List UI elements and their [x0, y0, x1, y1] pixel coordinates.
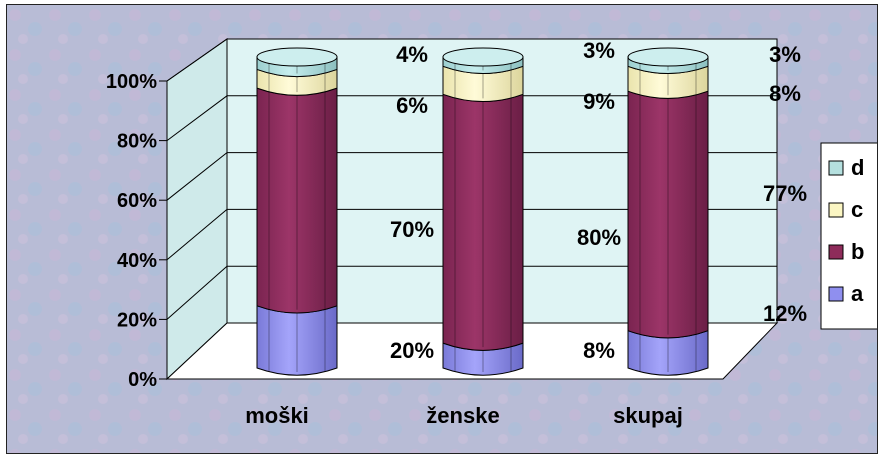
- gridline: [166, 208, 777, 261]
- data-label-c: 9%: [583, 89, 615, 114]
- gridlines: [166, 38, 777, 320]
- data-label-d: 3%: [583, 38, 615, 63]
- y-tick-label: 0%: [128, 369, 157, 391]
- bar-stack: [627, 47, 709, 376]
- bar-stack: [256, 47, 338, 376]
- legend-swatch-b: [828, 244, 844, 260]
- chart-frame: 0% 20% 40% 60% 80% 100% 20% 70% 6% 4% 8% 80% 9% 3% 12…: [6, 4, 878, 454]
- legend-swatch-c: [828, 202, 844, 218]
- bars: [256, 47, 709, 376]
- category-labels: moški ženske skupaj: [245, 403, 683, 428]
- legend-label-b: b: [851, 239, 864, 264]
- data-label-d: 3%: [769, 42, 801, 67]
- gridline: [166, 38, 777, 82]
- legend-swatch-a: [828, 286, 844, 302]
- stacked-3d-bar-chart: 0% 20% 40% 60% 80% 100% 20% 70% 6% 4% 8% 80% 9% 3% 12…: [7, 5, 877, 453]
- bar-stack: [442, 47, 524, 376]
- data-label-b: 70%: [390, 217, 434, 242]
- category-label: skupaj: [613, 403, 683, 428]
- legend-swatch-d: [828, 160, 844, 176]
- data-label-a: 8%: [583, 338, 615, 363]
- data-label-b: 80%: [577, 225, 621, 250]
- bar-top-cap: [627, 47, 709, 67]
- bar-top-cap: [442, 47, 524, 67]
- category-label: ženske: [426, 403, 499, 428]
- y-tick-label: 60%: [117, 190, 157, 212]
- data-label-c: 6%: [396, 93, 428, 118]
- data-label-b: 77%: [763, 181, 807, 206]
- gridline: [166, 95, 777, 142]
- gridline: [166, 265, 777, 320]
- legend-label-a: a: [851, 281, 864, 306]
- data-label-a: 12%: [763, 301, 807, 326]
- data-label-c: 8%: [769, 81, 801, 106]
- y-tick-label: 20%: [117, 309, 157, 331]
- y-tick-label: 80%: [117, 131, 157, 153]
- y-tick-label: 40%: [117, 250, 157, 272]
- data-label-a: 20%: [390, 338, 434, 363]
- y-axis-ticks: 0% 20% 40% 60% 80% 100%: [106, 71, 168, 391]
- category-label: moški: [245, 403, 309, 428]
- legend-label-d: d: [851, 155, 864, 180]
- legend-label-c: c: [851, 197, 863, 222]
- data-label-d: 4%: [396, 42, 428, 67]
- y-tick-label: 100%: [106, 71, 157, 93]
- plot-side-wall: [166, 38, 228, 381]
- data-labels: 20% 70% 6% 4% 8% 80% 9% 3% 12% 77% 8% 3%: [390, 38, 807, 363]
- bar-top-cap: [256, 47, 338, 67]
- gridline: [166, 152, 777, 201]
